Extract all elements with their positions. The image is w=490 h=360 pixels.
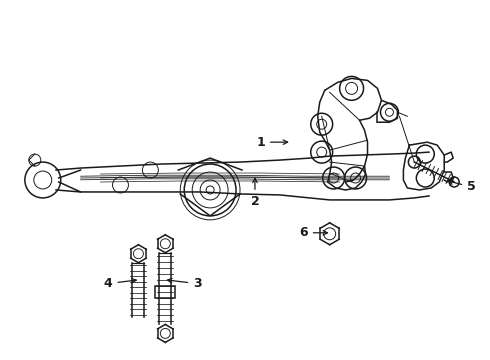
Text: 3: 3 (168, 277, 202, 290)
Text: 4: 4 (104, 277, 136, 290)
Text: 5: 5 (448, 180, 476, 193)
Text: 1: 1 (256, 136, 288, 149)
Circle shape (449, 177, 459, 187)
Text: 6: 6 (299, 226, 327, 239)
Text: 2: 2 (250, 178, 259, 208)
Circle shape (408, 156, 420, 168)
Bar (155, 285, 175, 298)
